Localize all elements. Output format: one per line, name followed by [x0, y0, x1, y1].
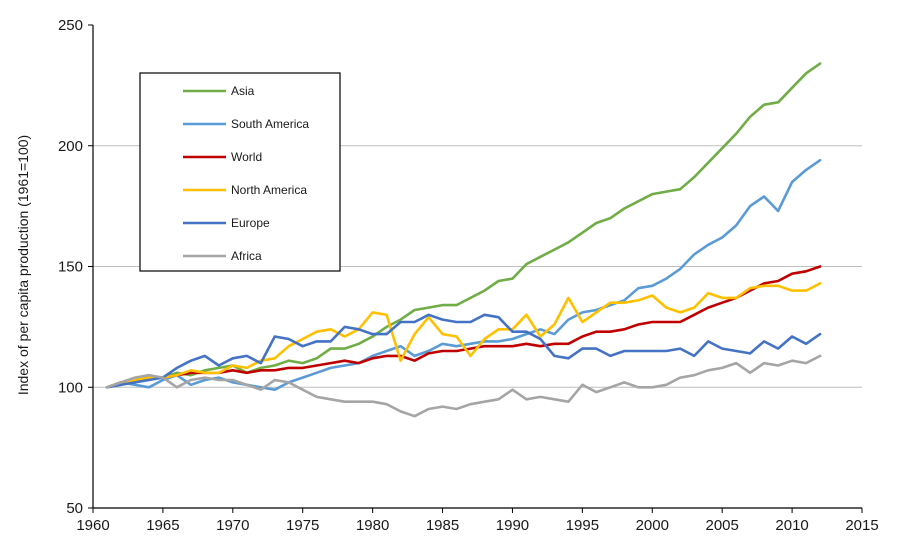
y-tick-label: 100 — [58, 379, 83, 396]
legend-label-south-america: South America — [231, 117, 309, 131]
y-axis-ticks: 50 100 150 200 250 — [58, 17, 93, 517]
series-line-world — [105, 265, 822, 389]
legend-label-north-america: North America — [231, 183, 307, 197]
y-axis-label: Index of per capita production (1961=100… — [15, 135, 31, 395]
x-tick-label: 2015 — [845, 517, 878, 534]
series-line-europe — [105, 313, 822, 389]
x-tick-label: 1960 — [76, 517, 109, 534]
y-tick-label: 150 — [58, 259, 83, 276]
series-line-north-america — [105, 282, 822, 389]
y-tick-label: 250 — [58, 17, 83, 34]
series-line-asia — [105, 62, 822, 389]
series-lines — [105, 62, 822, 418]
legend-label-europe: Europe — [231, 216, 270, 230]
x-tick-label: 1980 — [356, 517, 389, 534]
x-tick-label: 1985 — [426, 517, 459, 534]
series-line-africa — [105, 354, 822, 418]
legend-label-africa: Africa — [231, 249, 262, 263]
x-tick-label: 1965 — [146, 517, 179, 534]
x-tick-label: 2010 — [775, 517, 808, 534]
legend-label-asia: Asia — [231, 84, 255, 98]
legend-box — [139, 72, 341, 272]
x-axis-ticks: 1960 1965 1970 1975 1980 1985 1990 1995 2000 2005… — [76, 508, 879, 534]
legend-label-world: World — [231, 150, 262, 164]
x-tick-label: 2005 — [705, 517, 738, 534]
x-tick-label: 1970 — [216, 517, 249, 534]
y-tick-label: 200 — [58, 138, 83, 155]
x-tick-label: 1975 — [286, 517, 319, 534]
x-tick-label: 1995 — [566, 517, 599, 534]
x-tick-label: 2000 — [636, 517, 669, 534]
x-tick-label: 1990 — [496, 517, 529, 534]
legend: Asia South America World North America Europ… — [139, 72, 341, 272]
y-tick-label: 50 — [66, 500, 83, 517]
